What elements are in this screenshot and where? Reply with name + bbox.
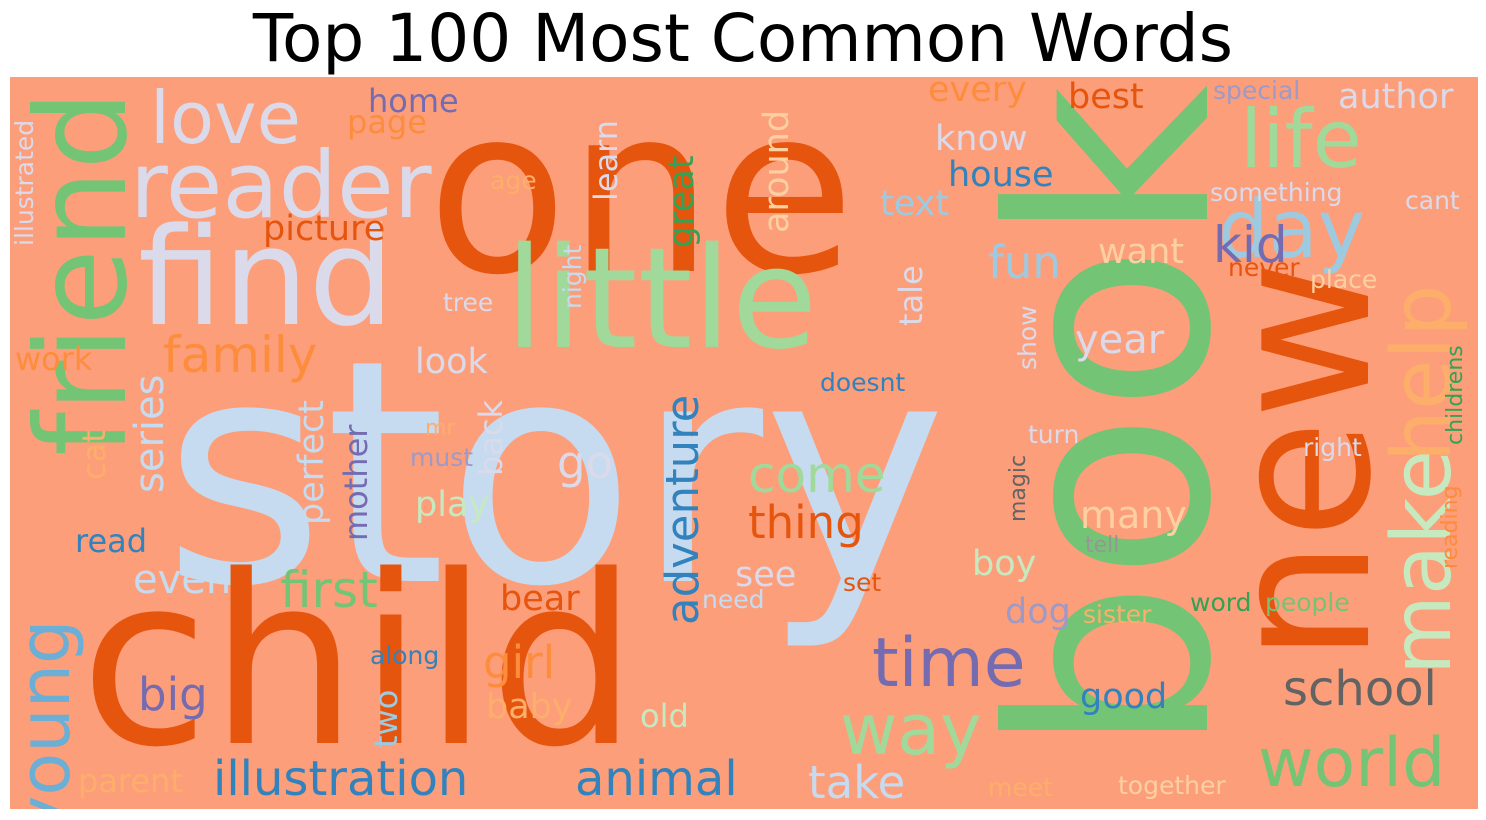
word-come: come (748, 446, 886, 504)
word-see: see (735, 555, 797, 595)
word-series: series (127, 374, 173, 493)
word-first: first (280, 561, 378, 619)
word-tree: tree (443, 288, 494, 317)
word-young: young (10, 619, 86, 809)
word-every: every (928, 77, 1027, 110)
word-tale: tale (892, 265, 930, 326)
word-age: age (490, 166, 537, 195)
word-love: love (150, 77, 301, 160)
word-need: need (702, 585, 765, 614)
word-text: text (880, 184, 950, 224)
word-girl: girl (483, 636, 556, 689)
word-mother: mother (337, 424, 375, 541)
word-take: take (808, 756, 906, 809)
word-special: special (1213, 77, 1301, 105)
word-around: around (757, 109, 797, 233)
word-house: house (948, 155, 1054, 195)
word-fun: fun (988, 236, 1061, 289)
word-sister: sister (1083, 600, 1152, 629)
word-cant: cant (1405, 186, 1460, 215)
word-parent: parent (78, 762, 183, 800)
word-never: never (1228, 253, 1300, 282)
word-child: child (80, 526, 638, 799)
word-something: something (1210, 178, 1343, 207)
word-cat: cat (75, 430, 113, 480)
word-family: family (163, 326, 318, 384)
word-show: show (1013, 305, 1042, 370)
word-story: story (163, 294, 947, 655)
word-magic: magic (1006, 454, 1031, 522)
word-old: old (640, 697, 689, 735)
word-school: school (1283, 661, 1437, 717)
word-meet: meet (988, 773, 1053, 802)
word-bear: bear (500, 579, 580, 619)
word-baby: baby (486, 687, 573, 727)
word-work: work (15, 340, 93, 378)
word-know: know (935, 119, 1028, 159)
word-set: set (843, 568, 882, 597)
word-illustrated: illustrated (10, 119, 39, 246)
word-reader: reader (130, 132, 432, 239)
chart-title: Top 100 Most Common Words (252, 0, 1234, 77)
word-year: year (1075, 317, 1165, 363)
word-illustration: illustration (213, 751, 469, 807)
word-big: big (138, 668, 208, 721)
word-animal: animal (575, 751, 738, 807)
word-together: together (1118, 771, 1226, 800)
word-author: author (1338, 77, 1454, 117)
word-reading: reading (1438, 485, 1463, 569)
word-little: little (505, 218, 818, 381)
word-find: find (138, 199, 395, 356)
word-day: day (1218, 183, 1366, 276)
word-time: time (872, 624, 1026, 703)
word-life: life (1240, 93, 1362, 186)
word-way: way (840, 689, 982, 771)
word-boy: boy (972, 544, 1037, 584)
word-even: even (133, 557, 232, 603)
word-good: good (1080, 677, 1168, 717)
word-dog: dog (1005, 592, 1071, 632)
word-turn: turn (1028, 420, 1080, 449)
word-along: along (370, 641, 440, 670)
word-night: night (558, 244, 587, 309)
word-play: play (415, 485, 490, 525)
word-perfect: perfect (292, 400, 332, 525)
word-two: two (367, 689, 405, 748)
word-people: people (1265, 588, 1350, 617)
word-go: go (557, 436, 614, 489)
word-place: place (1310, 265, 1378, 294)
word-kid: kid (1213, 216, 1288, 274)
word-want: want (1098, 232, 1184, 272)
word-many: many (1080, 493, 1187, 537)
word-great: great (662, 155, 702, 248)
word-look: look (415, 342, 488, 382)
word-home: home (368, 82, 459, 120)
word-learn: learn (587, 119, 625, 201)
word-childrens: childrens (1443, 345, 1468, 445)
word-must: must (410, 443, 474, 472)
word-adventure: adventure (656, 394, 709, 625)
word-one: one (427, 77, 855, 326)
word-page: page (347, 103, 427, 141)
word-world: world (1258, 724, 1446, 803)
word-word: word (1190, 588, 1252, 617)
word-best: best (1068, 77, 1144, 117)
word-cloud: story one book child new little find friend read… (10, 77, 1478, 809)
word-doesnt: doesnt (820, 368, 906, 397)
word-picture: picture (263, 209, 386, 249)
word-thing: thing (748, 496, 864, 549)
word-right: right (1303, 433, 1362, 462)
word-mr: mr (425, 416, 456, 441)
word-tell: tell (1085, 533, 1120, 558)
word-read: read (75, 522, 148, 560)
word-back: back (472, 399, 510, 476)
